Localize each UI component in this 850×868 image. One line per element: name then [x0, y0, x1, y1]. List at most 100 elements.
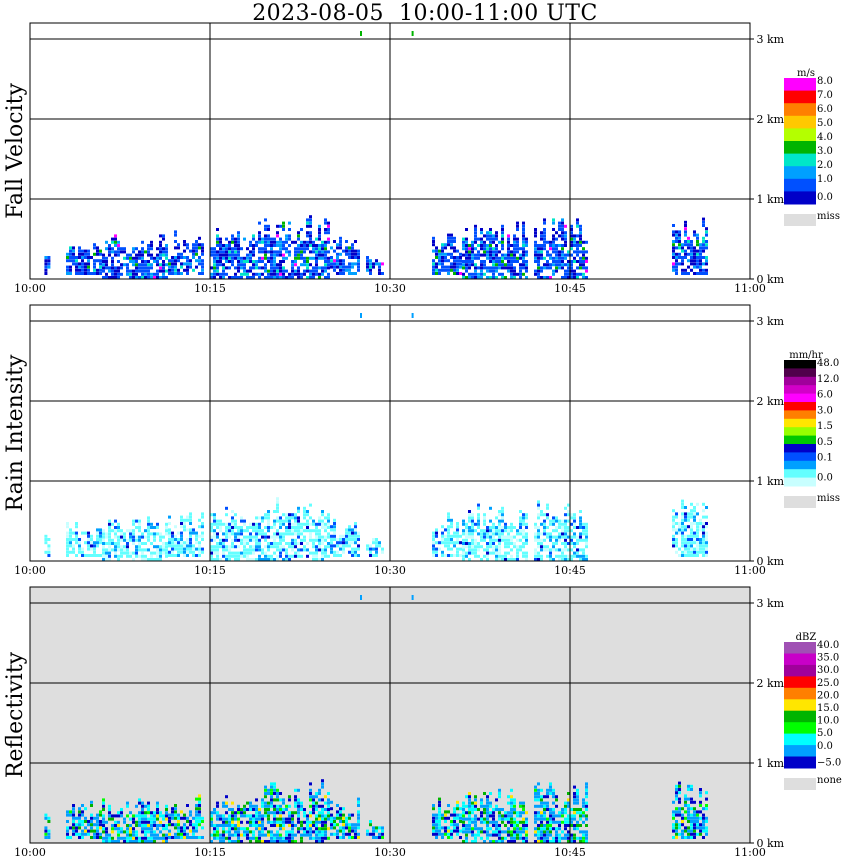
legend-swatch	[784, 418, 816, 428]
echo-pixel	[141, 250, 144, 254]
echo-pixel	[450, 541, 453, 545]
echo-pixel	[558, 548, 561, 552]
echo-pixel	[321, 538, 324, 542]
echo-pixel	[117, 269, 120, 273]
echo-pixel	[279, 253, 282, 257]
echo-pixel	[357, 826, 360, 830]
echo-pixel	[573, 833, 576, 837]
echo-pixel	[177, 259, 180, 263]
echo-pixel	[264, 244, 267, 247]
echo-pixel	[501, 253, 504, 257]
echo-pixel	[186, 547, 189, 551]
echo-pixel	[330, 832, 333, 836]
echo-pixel	[249, 840, 252, 843]
echo-pixel	[132, 272, 135, 276]
echo-pixel	[537, 836, 540, 840]
echo-pixel	[216, 827, 219, 831]
echo-pixel	[585, 817, 588, 821]
echo-pixel	[435, 832, 438, 836]
echo-pixel	[477, 272, 480, 276]
legend-unit: m/s	[797, 68, 815, 79]
echo-pixel	[348, 550, 351, 554]
echo-pixel	[705, 534, 708, 538]
echo-pixel	[240, 529, 243, 533]
echo-pixel	[489, 250, 492, 254]
echo-pixel	[114, 545, 117, 549]
echo-pixel	[477, 503, 480, 507]
echo-pixel	[306, 240, 309, 244]
echo-pixel	[225, 247, 228, 251]
echo-pixel	[84, 829, 87, 833]
echo-pixel	[258, 542, 261, 545]
echo-pixel	[501, 516, 504, 520]
echo-pixel	[549, 808, 552, 811]
echo-pixel	[450, 268, 453, 272]
echo-pixel	[246, 529, 249, 533]
echo-pixel	[180, 547, 183, 551]
echo-pixel	[312, 240, 315, 244]
echo-pixel	[93, 554, 96, 557]
echo-pixel	[306, 814, 309, 818]
echo-pixel	[180, 816, 183, 820]
echo-pixel	[330, 544, 333, 548]
echo-pixel	[219, 244, 222, 247]
echo-pixel	[456, 826, 459, 830]
echo-pixel	[264, 558, 267, 561]
echo-pixel	[552, 244, 555, 247]
echo-pixel	[147, 247, 150, 251]
echo-pixel	[378, 544, 381, 548]
echo-pixel	[165, 529, 168, 533]
echo-pixel	[111, 240, 114, 244]
echo-pixel	[513, 535, 516, 539]
echo-pixel	[339, 807, 342, 811]
echo-pixel	[477, 256, 480, 260]
echo-pixel	[483, 513, 486, 517]
echo-pixel	[231, 247, 234, 251]
echo-pixel	[198, 797, 201, 801]
echo-pixel	[213, 551, 216, 555]
echo-pixel	[288, 519, 291, 523]
echo-pixel	[183, 544, 186, 548]
echo-pixel	[225, 824, 228, 827]
echo-pixel	[75, 259, 78, 263]
echo-pixel	[453, 236, 456, 240]
echo-pixel	[228, 554, 231, 558]
echo-pixel	[498, 830, 501, 834]
echo-pixel	[333, 816, 336, 820]
echo-pixel	[561, 247, 564, 251]
echo-pixel	[246, 526, 249, 529]
echo-pixel	[258, 827, 261, 831]
legend-label: 10.0	[817, 716, 839, 727]
echo-pixel	[333, 259, 336, 263]
echo-pixel	[486, 526, 489, 529]
echo-pixel	[165, 532, 168, 536]
echo-pixel	[69, 534, 72, 538]
echo-pixel	[318, 535, 321, 539]
echo-pixel	[198, 262, 201, 266]
echo-pixel	[480, 817, 483, 821]
echo-pixel	[525, 526, 528, 529]
echo-pixel	[66, 531, 69, 535]
echo-pixel	[255, 532, 258, 536]
echo-pixel	[168, 528, 171, 532]
echo-pixel	[504, 830, 507, 834]
echo-pixel	[696, 259, 699, 263]
echo-pixel	[228, 260, 231, 263]
echo-pixel	[369, 259, 372, 263]
echo-pixel	[96, 541, 99, 545]
echo-pixel	[252, 548, 255, 552]
echo-pixel	[513, 545, 516, 549]
echo-pixel	[696, 249, 699, 253]
echo-pixel	[537, 260, 540, 263]
echo-pixel	[693, 836, 696, 839]
echo-pixel	[705, 541, 708, 545]
legend-swatch	[784, 642, 816, 654]
echo-pixel	[276, 263, 279, 267]
echo-pixel	[141, 811, 144, 815]
echo-pixel	[537, 788, 540, 792]
echo-pixel	[216, 548, 219, 552]
echo-pixel	[105, 820, 108, 824]
echo-pixel	[279, 519, 282, 523]
echo-pixel	[147, 263, 150, 267]
echo-pixel	[324, 244, 327, 247]
